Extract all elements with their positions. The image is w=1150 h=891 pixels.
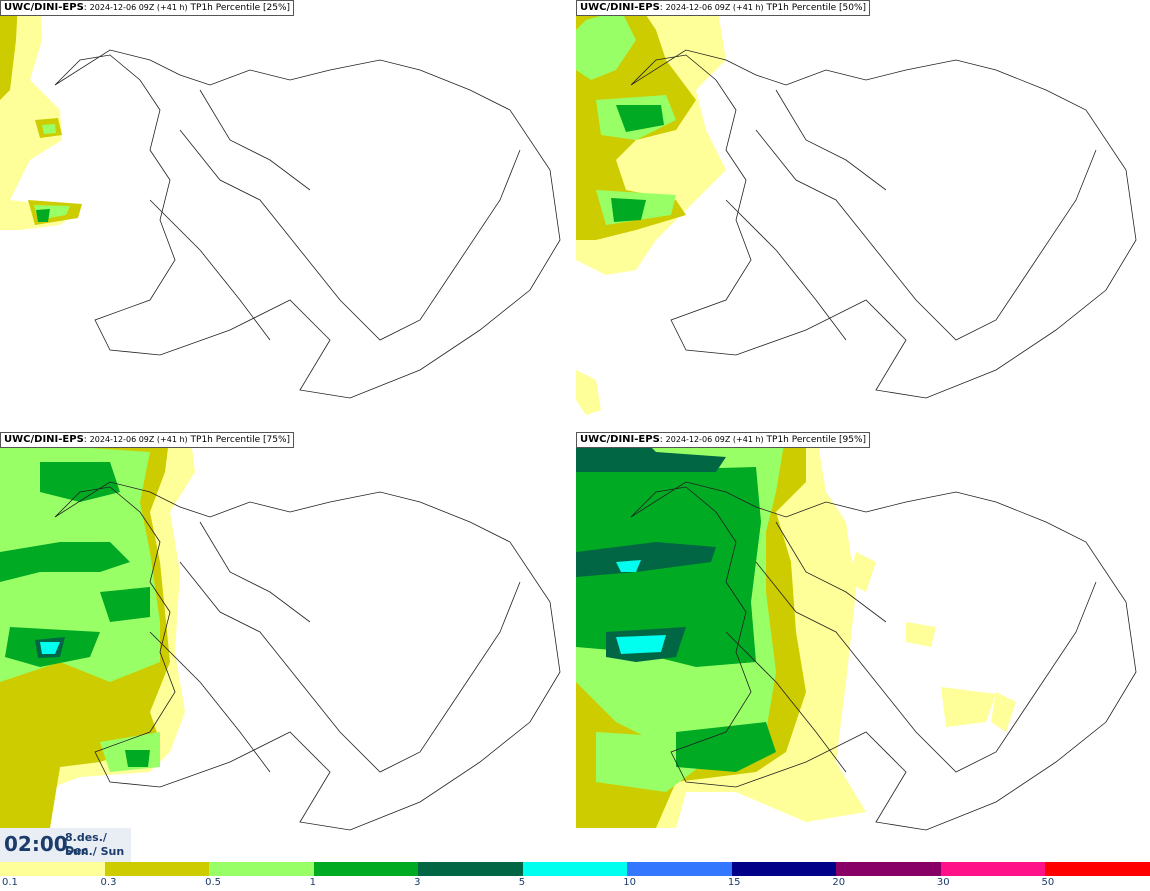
coastline (54, 49, 561, 399)
legend-label: 0.5 (205, 877, 221, 888)
field-label: TP1h Percentile [95%] (766, 435, 867, 445)
legend-swatch (940, 862, 1046, 876)
legend-swatch (0, 862, 105, 876)
map-panel-p95: UWC/DINI-EPS: 2024-12-06 09Z (+41 h) TP1… (576, 432, 1150, 862)
run-time: 2024-12-06 09Z (+41 h) (665, 435, 764, 444)
field-label: TP1h Percentile [50%] (766, 3, 867, 13)
run-time: 2024-12-06 09Z (+41 h) (89, 435, 188, 444)
legend-label: 10 (623, 877, 636, 888)
map-panel-p25: UWC/DINI-EPS: 2024-12-06 09Z (+41 h) TP1… (0, 0, 574, 430)
legend-swatch (418, 862, 523, 876)
legend-label: 15 (727, 877, 741, 888)
legend-swatch (836, 862, 941, 876)
coastline (630, 49, 1137, 399)
legend-swatch (1045, 862, 1150, 876)
legend-label: 5 (518, 877, 526, 888)
coastline (630, 481, 1137, 831)
panel-title: UWC/DINI-EPS: 2024-12-06 09Z (+41 h) TP1… (576, 432, 871, 448)
legend-swatch (209, 862, 314, 876)
map-panel-p50: UWC/DINI-EPS: 2024-12-06 09Z (+41 h) TP1… (576, 0, 1150, 430)
legend-label: 0.1 (2, 877, 18, 888)
map-canvas (576, 0, 1137, 415)
legend-swatch (627, 862, 732, 876)
map-canvas (576, 432, 1137, 831)
valid-time: 02:00 (4, 832, 68, 856)
precip-field (0, 432, 195, 828)
coastline (54, 481, 561, 831)
legend-label: 30 (936, 877, 950, 888)
valid-time-box: 02:00 8.des./ Dec Sun./ Sun (0, 828, 131, 862)
model-name: UWC/DINI-EPS (4, 2, 84, 13)
field-label: TP1h Percentile [25%] (190, 3, 291, 13)
model-name: UWC/DINI-EPS (580, 434, 660, 445)
precip-field (0, 0, 82, 230)
run-time: 2024-12-06 09Z (+41 h) (665, 3, 764, 12)
field-label: TP1h Percentile [75%] (190, 435, 291, 445)
valid-date: 8.des./ Dec (65, 831, 107, 857)
map-panel-p75: UWC/DINI-EPS: 2024-12-06 09Z (+41 h) TP1… (0, 432, 574, 862)
legend-label: 3 (414, 877, 421, 888)
legend-label: 20 (832, 877, 846, 888)
panel-title: UWC/DINI-EPS: 2024-12-06 09Z (+41 h) TP1… (0, 432, 295, 448)
legend-label: 50 (1041, 877, 1055, 888)
panel-title: UWC/DINI-EPS: 2024-12-06 09Z (+41 h) TP1… (576, 0, 871, 16)
legend-swatch (522, 862, 628, 876)
map-canvas (0, 0, 561, 399)
precip-field (576, 432, 1016, 828)
panel-title: UWC/DINI-EPS: 2024-12-06 09Z (+41 h) TP1… (0, 0, 295, 16)
run-time: 2024-12-06 09Z (+41 h) (89, 3, 188, 12)
valid-weekday: Sun./ Sun (65, 845, 125, 858)
legend-swatch (104, 862, 210, 876)
legend-swatch (731, 862, 837, 876)
legend-label: 0.3 (100, 877, 117, 888)
legend-swatch (313, 862, 419, 876)
precip-field (576, 0, 726, 415)
model-name: UWC/DINI-EPS (4, 434, 84, 445)
legend-label: 1 (309, 877, 316, 888)
color-legend: 0.1 0.3 0.5 1 3 5 10 15 20 30 50 (0, 862, 1150, 891)
model-name: UWC/DINI-EPS (580, 2, 660, 13)
map-canvas (0, 432, 561, 831)
